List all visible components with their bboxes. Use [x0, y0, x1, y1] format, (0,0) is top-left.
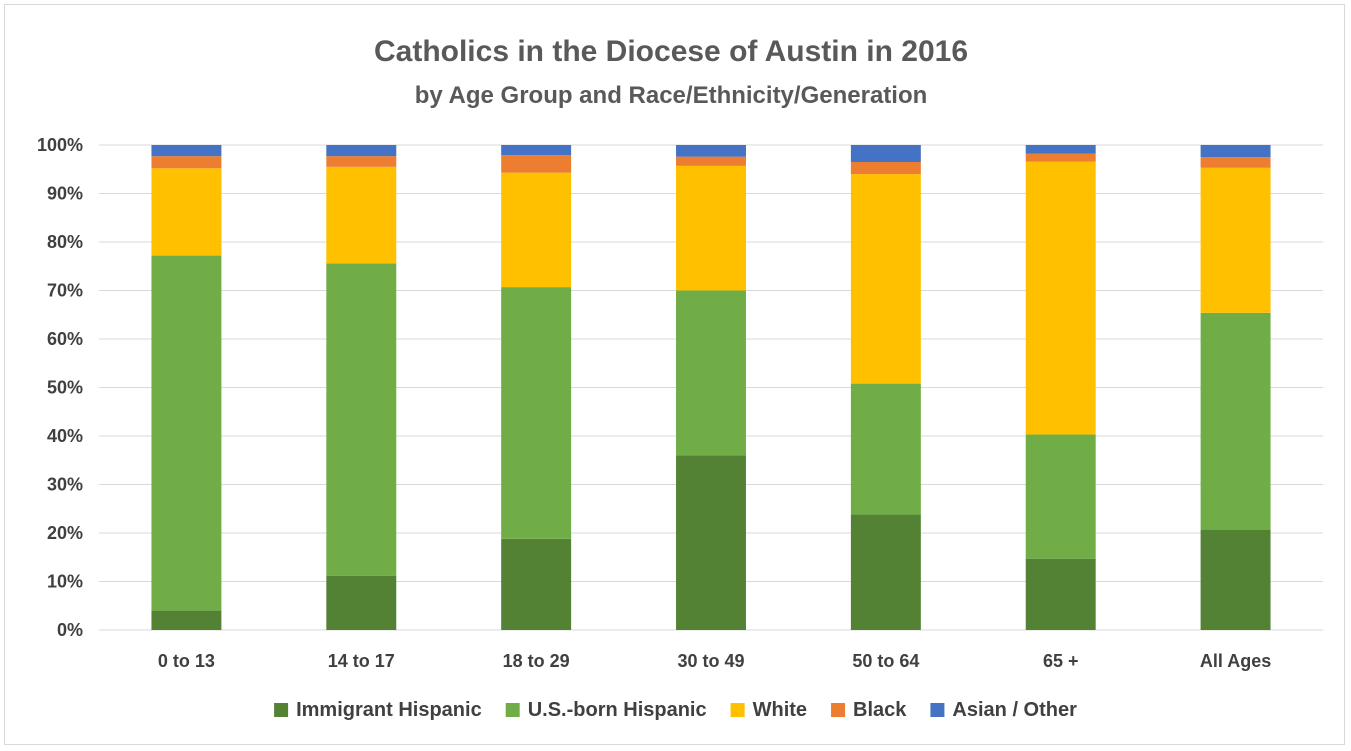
legend-item: Asian / Other: [930, 699, 1077, 721]
legend-label: Immigrant Hispanic: [296, 699, 482, 721]
x-tick-label: 14 to 17: [328, 651, 395, 671]
x-axis: 0 to 13 14 to 17 18 to 29 30 to 49 50 to 64 6…: [158, 651, 1271, 671]
bar-segment: [850, 174, 921, 384]
bar-segment: [676, 290, 746, 456]
legend: Immigrant Hispanic U.S.-born Hispanic Whit…: [274, 699, 1077, 721]
x-tick-label: 18 to 29: [503, 651, 570, 671]
y-axis: 0% 10% 20% 30% 40% 50% 60% 70% 80% 90% 100%: [37, 135, 83, 640]
y-tick-label: 20%: [47, 523, 83, 543]
chart-title: Catholics in the Diocese of Austin in 20…: [374, 35, 968, 68]
bar-segment: [326, 145, 397, 157]
bar-segment: [151, 156, 222, 169]
x-tick-label: 65 +: [1043, 651, 1079, 671]
legend-label: U.S.-born Hispanic: [528, 699, 707, 721]
bar-segment: [151, 145, 222, 157]
y-tick-label: 100%: [37, 135, 83, 155]
bar-segment: [326, 166, 397, 264]
bar-segment: [676, 156, 746, 166]
bar-segment: [151, 168, 222, 256]
x-tick-label: All Ages: [1200, 651, 1271, 671]
x-tick-label: 0 to 13: [158, 651, 215, 671]
legend-label: White: [753, 699, 807, 721]
legend-label: Black: [853, 699, 907, 721]
bar-segment: [326, 575, 397, 630]
bar-segment: [326, 263, 397, 576]
bar-segment: [1025, 153, 1096, 162]
bar-segment: [1200, 157, 1271, 168]
y-tick-label: 50%: [47, 378, 83, 398]
y-tick-label: 30%: [47, 475, 83, 495]
y-tick-label: 90%: [47, 184, 83, 204]
bar-segment: [676, 455, 746, 630]
bar-segment: [1200, 312, 1271, 530]
legend-label: Asian / Other: [952, 699, 1077, 721]
bar-segment: [501, 538, 572, 630]
legend-item: White: [730, 699, 807, 721]
legend-swatch: [505, 703, 520, 717]
bar-segment: [850, 145, 921, 162]
stacked-bar-chart: Catholics in the Diocese of Austin in 20…: [37, 35, 1323, 721]
legend-item: Immigrant Hispanic: [274, 699, 482, 721]
bar-segment: [501, 287, 572, 539]
bar-segment: [151, 255, 222, 611]
bar-segment: [501, 155, 572, 173]
y-tick-label: 40%: [47, 426, 83, 446]
bar-segment: [501, 172, 572, 288]
bar-segment: [1200, 145, 1271, 158]
bar-segment: [850, 161, 921, 175]
bar-segment: [326, 156, 397, 167]
y-tick-label: 70%: [47, 281, 83, 301]
bar-segment: [1025, 161, 1096, 435]
chart-frame: Catholics in the Diocese of Austin in 20…: [4, 4, 1345, 745]
bar-segment: [1025, 434, 1096, 559]
legend-item: U.S.-born Hispanic: [505, 699, 707, 721]
bar-segment: [676, 145, 746, 157]
legend-item: Black: [831, 699, 907, 721]
legend-swatch: [730, 703, 745, 717]
bar-segment: [151, 610, 222, 630]
bar-segment: [1025, 558, 1096, 630]
legend-swatch: [930, 703, 945, 717]
legend-swatch: [274, 703, 289, 717]
bar-segment: [850, 383, 921, 515]
bar-segment: [850, 514, 921, 630]
x-tick-label: 30 to 49: [677, 651, 744, 671]
y-tick-label: 60%: [47, 329, 83, 349]
bar-segment: [501, 145, 572, 156]
bar-segment: [676, 165, 746, 291]
chart-subtitle: by Age Group and Race/Ethnicity/Generati…: [415, 82, 928, 109]
bar-segment: [1200, 167, 1271, 313]
bar-segment: [1200, 529, 1271, 630]
y-tick-label: 80%: [47, 232, 83, 252]
bar-segment: [1025, 145, 1096, 154]
y-tick-label: 0%: [57, 620, 83, 640]
y-tick-label: 10%: [47, 572, 83, 592]
legend-swatch: [831, 703, 846, 717]
x-tick-label: 50 to 64: [852, 651, 919, 671]
bars: [151, 145, 1271, 630]
